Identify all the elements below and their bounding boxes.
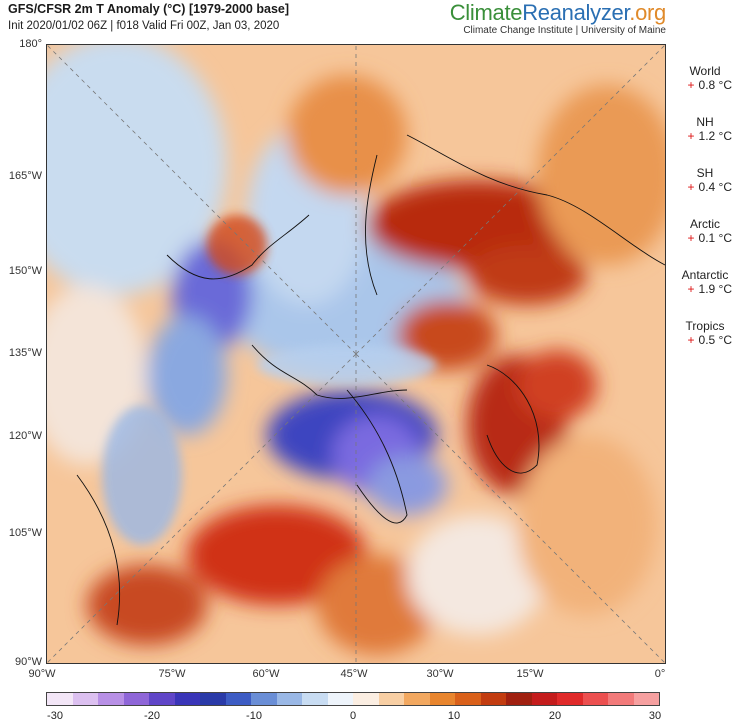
- colorbar-swatch: [149, 693, 175, 705]
- colorbar-swatches: [46, 692, 660, 706]
- colorbar-swatch: [200, 693, 226, 705]
- stat-name: Antarctic: [681, 268, 729, 282]
- colorbar-swatch: [608, 693, 634, 705]
- colorbar-tick: -20: [144, 710, 160, 722]
- colorbar-swatch: [455, 693, 481, 705]
- colorbar-swatch: [429, 693, 455, 705]
- colorbar-swatch: [302, 693, 328, 705]
- colorbar-swatch: [47, 693, 73, 705]
- colorbar-swatch: [404, 693, 430, 705]
- lat-label: 135°W: [8, 347, 42, 359]
- stat-nh: NH +1.2 °C: [674, 115, 732, 143]
- brand-logo[interactable]: ClimateReanalyzer.org: [449, 0, 667, 26]
- lat-label: 120°W: [8, 430, 42, 442]
- brand-subtitle: Climate Change Institute | University of…: [463, 25, 666, 36]
- colorbar-swatch: [480, 693, 506, 705]
- lon-label: 15°W: [516, 668, 544, 680]
- lat-label: 90°W: [14, 656, 42, 668]
- stat-sign: +: [687, 282, 695, 296]
- colorbar-swatch: [506, 693, 532, 705]
- stat-name: World: [689, 64, 721, 78]
- colorbar-swatch: [557, 693, 583, 705]
- lon-label: 90°W: [28, 668, 56, 680]
- colorbar-tick: -30: [47, 710, 63, 722]
- lat-label: 165°W: [8, 170, 42, 182]
- stat-name: NH: [696, 115, 714, 129]
- colorbar-swatch: [633, 693, 659, 705]
- colorbar-swatch: [225, 693, 251, 705]
- stat-world: World +0.8 °C: [674, 64, 732, 92]
- colorbar-tick: 0: [349, 710, 357, 722]
- anomaly-map-graphic: [47, 45, 665, 663]
- stat-value: 1.2 °C: [698, 129, 732, 143]
- lon-label: 30°W: [426, 668, 454, 680]
- colorbar-swatch: [378, 693, 404, 705]
- stat-arctic: Arctic +0.1 °C: [674, 217, 732, 245]
- stat-value: 0.5 °C: [698, 333, 732, 347]
- stat-antarctic: Antarctic +1.9 °C: [674, 268, 732, 296]
- lat-label: 105°W: [8, 527, 42, 539]
- colorbar-swatch: [582, 693, 608, 705]
- stat-sh: SH +0.4 °C: [674, 166, 732, 194]
- stat-sign: +: [687, 78, 695, 92]
- colorbar: [46, 692, 660, 706]
- stat-name: SH: [696, 166, 714, 180]
- colorbar-tick: 20: [548, 710, 562, 722]
- colorbar-tick: -10: [246, 710, 262, 722]
- colorbar-swatch: [174, 693, 200, 705]
- brand-reanalyzer: Reanalyzer: [522, 0, 630, 25]
- colorbar-swatch: [353, 693, 379, 705]
- lon-label: 60°W: [252, 668, 280, 680]
- colorbar-swatch: [123, 693, 149, 705]
- brand-climate: Climate: [449, 0, 523, 25]
- brand-org: .org: [629, 0, 666, 25]
- colorbar-tick: 30: [648, 710, 662, 722]
- colorbar-swatch: [531, 693, 557, 705]
- colorbar-swatch: [72, 693, 98, 705]
- stat-sign: +: [687, 180, 695, 194]
- lon-label: 0°: [654, 668, 666, 680]
- stat-sign: +: [687, 129, 695, 143]
- chart-title: GFS/CFSR 2m T Anomaly (°C) [1979-2000 ba…: [8, 2, 290, 16]
- lon-label: 75°W: [158, 668, 186, 680]
- stat-value: 1.9 °C: [698, 282, 732, 296]
- colorbar-swatch: [98, 693, 124, 705]
- lon-label: 45°W: [340, 668, 368, 680]
- colorbar-swatch: [276, 693, 302, 705]
- stat-sign: +: [687, 333, 695, 347]
- anomaly-map: [46, 44, 666, 664]
- lat-label: 150°W: [8, 265, 42, 277]
- stat-value: 0.8 °C: [698, 78, 732, 92]
- stat-value: 0.1 °C: [698, 231, 732, 245]
- lat-label: 180°: [19, 38, 42, 50]
- stat-tropics: Tropics +0.5 °C: [674, 319, 732, 347]
- stat-value: 0.4 °C: [698, 180, 732, 194]
- chart-subtitle: Init 2020/01/02 06Z | f018 Valid Fri 00Z…: [8, 20, 280, 32]
- stat-sign: +: [687, 231, 695, 245]
- colorbar-swatch: [327, 693, 353, 705]
- colorbar-swatch: [251, 693, 277, 705]
- stat-name: Arctic: [690, 217, 720, 231]
- stat-name: Tropics: [685, 319, 725, 333]
- colorbar-tick: 10: [447, 710, 461, 722]
